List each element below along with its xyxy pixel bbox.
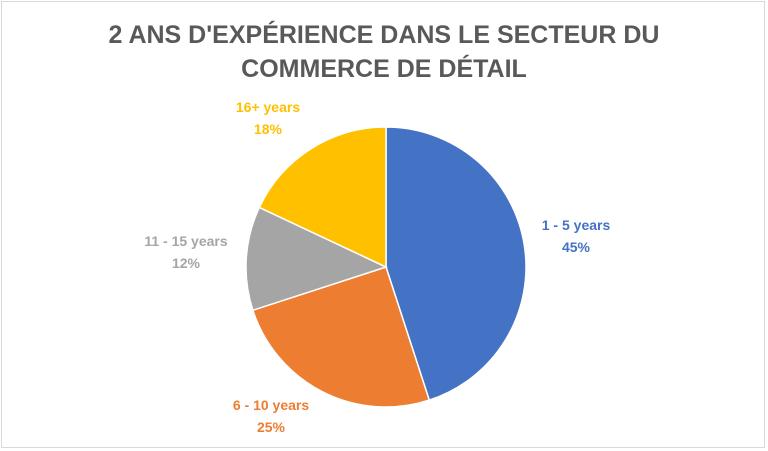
chart-title-line-1: 2 ANS D'EXPÉRIENCE DANS LE SECTEUR DU xyxy=(108,21,660,49)
pie-slice-1 xyxy=(385,126,527,402)
slice-value-label-1: 45% xyxy=(562,239,591,255)
chart-title-line-2: COMMERCE DE DÉTAIL xyxy=(241,55,527,83)
chart-title: 2 ANS D'EXPÉRIENCE DANS LE SECTEUR DU CO… xyxy=(0,18,768,86)
pie-slice-3 xyxy=(245,206,389,312)
slice-label-1: 1 - 5 years xyxy=(542,217,611,233)
slice-value-label-4: 18% xyxy=(254,121,283,137)
slice-value-label-3: 12% xyxy=(172,255,201,271)
slice-label-4: 16+ years xyxy=(236,99,300,115)
slice-label-2: 6 - 10 years xyxy=(233,397,309,413)
pie-slice-2 xyxy=(251,266,431,408)
pie-slice-4 xyxy=(258,126,387,269)
slice-label-3: 11 - 15 years xyxy=(144,233,228,249)
slice-value-label-2: 25% xyxy=(257,419,286,435)
